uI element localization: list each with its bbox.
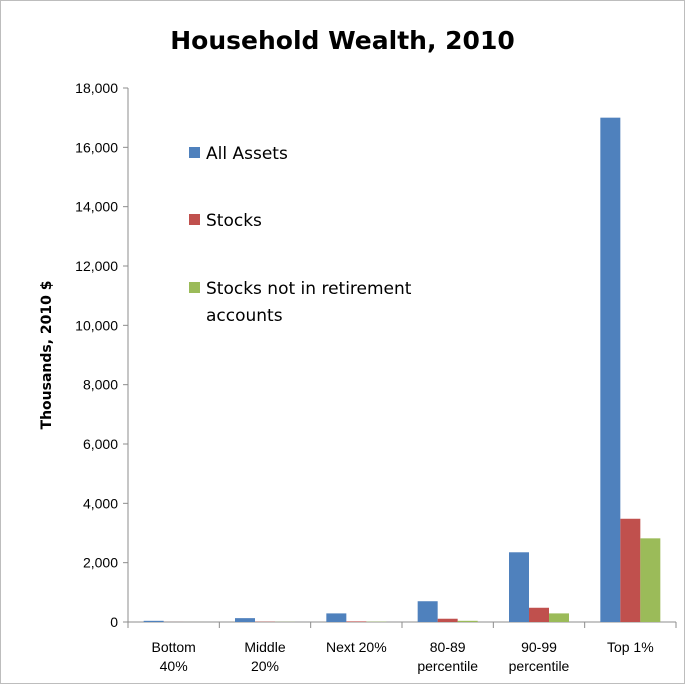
legend-label: Stocks not in retirement [206, 279, 412, 299]
y-tick-label: 4,000 [83, 495, 118, 511]
x-tick-label: percentile [417, 658, 478, 674]
x-tick-label: Middle [244, 639, 285, 655]
x-tick-label: 40% [160, 658, 188, 674]
y-tick-label: 6,000 [83, 436, 118, 452]
bar [326, 613, 347, 622]
bar [437, 618, 458, 622]
bar [417, 601, 438, 622]
x-tick-label: Next 20% [326, 639, 387, 655]
chart-title: Household Wealth, 2010 [170, 26, 515, 55]
y-axis-title: Thousands, 2010 $ [39, 281, 55, 430]
legend-swatch [189, 214, 200, 225]
y-tick-label: 16,000 [75, 139, 118, 155]
legend-swatch [189, 282, 200, 293]
legend-label: Stocks [206, 211, 262, 231]
legend-swatch [189, 147, 200, 158]
bar [457, 620, 478, 622]
bar [346, 621, 367, 622]
y-tick-label: 12,000 [75, 258, 118, 274]
y-tick-label: 10,000 [75, 317, 118, 333]
bar [509, 552, 529, 622]
bar [529, 607, 549, 622]
bar [640, 538, 661, 622]
bar [235, 618, 255, 622]
bar [600, 117, 621, 623]
legend-label: accounts [206, 306, 283, 326]
y-tick-label: 18,000 [75, 80, 118, 96]
y-tick-label: 8,000 [83, 377, 118, 393]
x-tick-label: 90-99 [521, 639, 557, 655]
x-tick-label: Top 1% [607, 639, 654, 655]
x-tick-label: percentile [509, 658, 570, 674]
x-tick-label: 20% [251, 658, 279, 674]
y-tick-label: 14,000 [75, 199, 118, 215]
y-tick-label: 0 [110, 614, 118, 630]
legend-label: All Assets [206, 144, 288, 164]
y-tick-label: 2,000 [83, 555, 118, 571]
x-tick-label: 80-89 [430, 639, 466, 655]
bar [143, 620, 164, 622]
bar [549, 613, 569, 622]
bar [620, 518, 641, 622]
x-tick-label: Bottom [151, 639, 195, 655]
